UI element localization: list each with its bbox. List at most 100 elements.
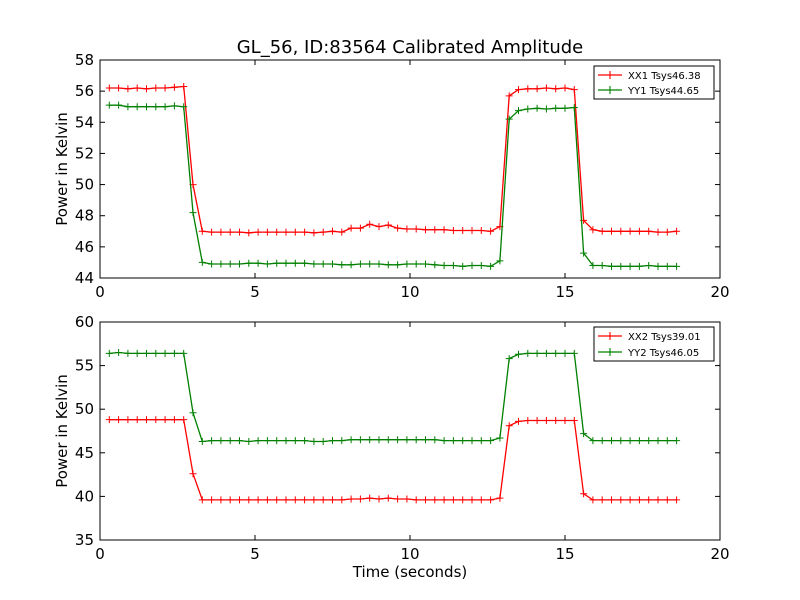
data-point-marker: [319, 260, 327, 268]
data-point-marker: [226, 228, 234, 236]
legend-box: [593, 326, 715, 362]
data-point-marker: [263, 437, 271, 445]
data-point-marker: [524, 417, 532, 425]
y-tick-label: 40: [75, 487, 94, 505]
data-point-marker: [282, 259, 290, 267]
data-point-marker: [673, 496, 681, 504]
data-point-marker: [115, 416, 123, 424]
data-point-marker: [263, 260, 271, 268]
x-tick-label: 0: [95, 545, 105, 563]
data-point-marker: [617, 437, 625, 445]
data-point-marker: [143, 349, 150, 357]
data-point-marker: [310, 229, 318, 237]
data-point-marker: [180, 103, 188, 111]
data-point-marker: [161, 349, 169, 357]
data-point-marker: [245, 496, 253, 504]
data-point-marker: [310, 437, 318, 445]
data-point-marker: [245, 259, 253, 267]
data-point-marker: [598, 496, 606, 504]
data-point-marker: [440, 226, 448, 234]
data-point-marker: [449, 496, 457, 504]
y-tick-label: 44: [75, 269, 94, 287]
data-point-marker: [524, 105, 532, 113]
data-point-marker: [412, 225, 420, 233]
data-point-marker: [208, 228, 216, 236]
data-point-marker: [608, 437, 615, 445]
data-point-marker: [161, 416, 169, 424]
data-point-marker: [208, 437, 216, 445]
data-point-marker: [347, 495, 355, 503]
data-point-marker: [236, 260, 243, 268]
data-point-marker: [152, 416, 160, 424]
data-point-marker: [459, 437, 467, 445]
data-point-marker: [319, 437, 327, 445]
ticks-layer: 0 5 10 15 20 44 46 48 50 52 54 56 58: [75, 51, 730, 301]
data-point-marker: [366, 220, 374, 228]
data-point-marker: [170, 349, 178, 357]
data-point-marker: [366, 436, 374, 444]
data-point-marker: [468, 262, 476, 270]
data-point-marker: [198, 258, 206, 266]
data-point-marker: [282, 496, 290, 504]
data-point-marker: [635, 437, 643, 445]
data-point-marker: [170, 416, 178, 424]
data-point-marker: [217, 437, 225, 445]
y-tick-label: 58: [75, 51, 94, 69]
data-point-marker: [608, 227, 615, 235]
data-point-marker: [505, 92, 513, 100]
data-point-marker: [487, 262, 495, 270]
data-point-marker: [589, 496, 597, 504]
data-point-marker: [180, 349, 188, 357]
y-tick-label: 55: [75, 357, 94, 375]
data-point-marker: [366, 494, 374, 502]
data-point-marker: [338, 496, 346, 504]
data-point-marker: [440, 496, 448, 504]
data-point-marker: [105, 84, 113, 92]
x-tick-label: 10: [400, 545, 419, 563]
data-point-marker: [468, 227, 476, 235]
data-point-marker: [115, 101, 123, 109]
data-point-marker: [208, 260, 216, 268]
data-point-marker: [263, 228, 271, 236]
data-point-marker: [589, 262, 597, 270]
data-point-marker: [180, 416, 188, 424]
data-point-marker: [226, 437, 234, 445]
x-tick-label: 0: [95, 283, 105, 301]
data-point-marker: [189, 409, 197, 417]
data-point-marker: [515, 350, 522, 358]
data-point-marker: [608, 496, 615, 504]
data-point-marker: [422, 260, 429, 268]
data-point-marker: [598, 227, 606, 235]
x-tick-label: 20: [710, 545, 729, 563]
data-point-marker: [329, 496, 336, 504]
data-point-marker: [645, 437, 653, 445]
data-point-marker: [626, 227, 634, 235]
data-point-marker: [375, 436, 383, 444]
data-point-marker: [496, 494, 504, 502]
data-point-marker: [477, 227, 485, 235]
data-point-marker: [254, 496, 262, 504]
data-point-marker: [217, 228, 225, 236]
data-point-marker: [645, 496, 653, 504]
data-point-marker: [487, 496, 495, 504]
data-point-marker: [412, 496, 420, 504]
data-point-marker: [635, 496, 643, 504]
data-point-marker: [570, 86, 578, 94]
data-point-marker: [301, 437, 309, 445]
data-point-marker: [663, 228, 671, 236]
data-point-marker: [552, 85, 560, 93]
data-point-marker: [533, 85, 541, 93]
data-point-marker: [487, 227, 495, 235]
data-point-marker: [338, 261, 346, 269]
data-point-marker: [338, 437, 346, 445]
data-point-marker: [245, 229, 253, 237]
data-point-marker: [394, 224, 402, 232]
data-point-marker: [403, 436, 411, 444]
y-axis-label: Power in Kelvin: [53, 112, 71, 226]
data-point-marker: [291, 228, 299, 236]
data-point-marker: [115, 349, 123, 357]
y-tick-label: 50: [75, 400, 94, 418]
data-point-marker: [552, 104, 560, 112]
data-point-marker: [356, 224, 364, 232]
top-chart: GL_56, ID:83564 Calibrated Amplitude Pow…: [53, 37, 730, 301]
